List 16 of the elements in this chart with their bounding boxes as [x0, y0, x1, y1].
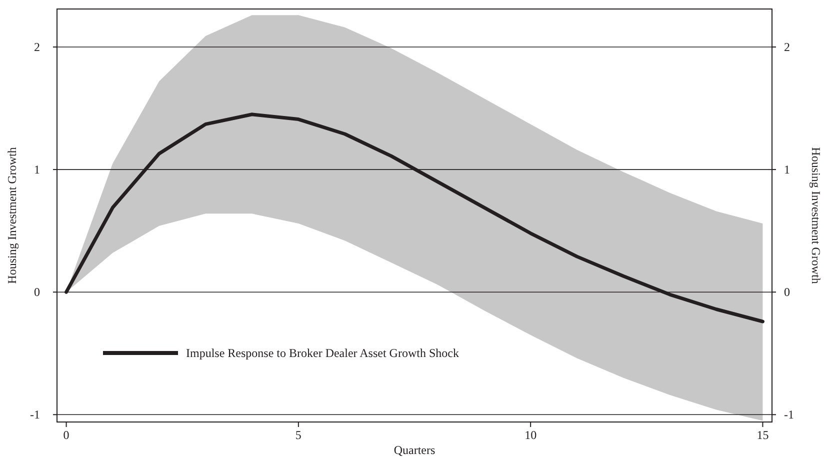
text: Impulse Response to Broker Dealer Asset Growth Shock: [186, 346, 459, 360]
y2-tick-label: 0: [784, 285, 790, 300]
x-tick-label: 10: [524, 428, 537, 442]
x-tick-label: 5: [295, 428, 302, 442]
x-tick-label: 15: [756, 428, 769, 442]
x-axis-title: Quarters: [394, 443, 436, 457]
y-tick-label: 2: [34, 40, 40, 54]
y2-axis-title: Housing Investment Growth: [809, 147, 823, 284]
y-tick-label: -1: [30, 408, 40, 422]
y2-tick-label: -1: [784, 408, 794, 422]
x-tick-label: 0: [63, 428, 70, 442]
y-tick-label: 1: [34, 162, 40, 177]
y2-tick-label: 1: [784, 162, 790, 177]
y-axis-title: Housing Investment Growth: [5, 147, 19, 284]
y-tick-label: 0: [34, 285, 40, 300]
y2-tick-label: 2: [784, 40, 790, 54]
